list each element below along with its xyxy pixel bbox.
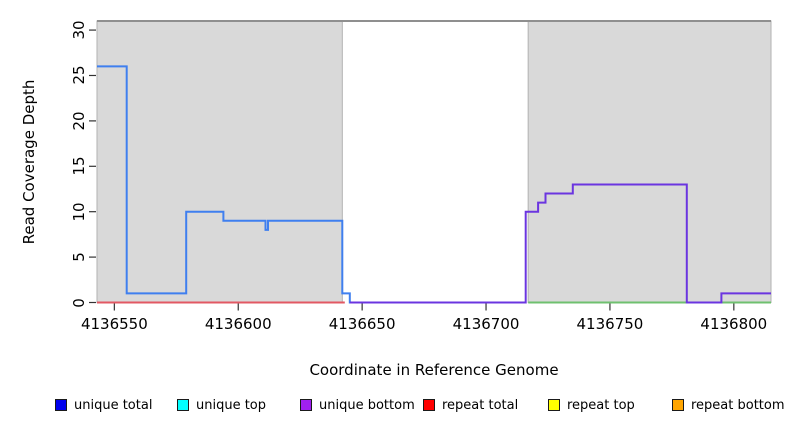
x-tick-label: 4136550 bbox=[80, 315, 148, 333]
y-tick-label: 5 bbox=[70, 252, 88, 262]
legend-item-repeat-top: repeat top bbox=[548, 397, 635, 413]
exon-shaded-region bbox=[527, 20, 772, 303]
x-tick-label: 4136800 bbox=[700, 315, 768, 333]
legend-swatch-icon bbox=[672, 399, 684, 411]
x-tick-label: 4136600 bbox=[204, 315, 272, 333]
y-axis-title: Read Coverage Depth bbox=[20, 79, 38, 245]
y-tick-label: 15 bbox=[70, 156, 88, 176]
legend-label: unique bottom bbox=[319, 397, 415, 413]
coverage-line-unique-bottom bbox=[349, 183, 771, 304]
legend-label: repeat top bbox=[567, 397, 635, 413]
y-tick-label: 30 bbox=[70, 20, 88, 40]
legend-item-unique-bottom: unique bottom bbox=[300, 397, 415, 413]
legend-label: unique top bbox=[196, 397, 267, 413]
y-tick-label: 0 bbox=[70, 297, 88, 308]
x-tick-label: 4136650 bbox=[328, 315, 396, 333]
exon-shaded-region bbox=[96, 20, 343, 303]
x-axis-title: Coordinate in Reference Genome bbox=[309, 361, 559, 379]
legend-swatch-icon bbox=[55, 399, 67, 411]
legend-item-repeat-bottom: repeat bottom bbox=[672, 397, 785, 413]
legend-swatch-icon bbox=[177, 399, 189, 411]
legend-label: repeat total bbox=[442, 397, 519, 413]
legend-item-unique-top: unique top bbox=[177, 397, 266, 413]
legend-swatch-icon bbox=[423, 399, 435, 411]
x-tick-label: 4136750 bbox=[576, 315, 644, 333]
legend-label: repeat bottom bbox=[691, 397, 785, 413]
legend-item-unique-total: unique total bbox=[55, 397, 152, 413]
legend-swatch-icon bbox=[548, 399, 560, 411]
y-tick-label: 10 bbox=[70, 202, 88, 222]
coverage-line-unique-total bbox=[97, 65, 526, 304]
x-tick-label: 4136700 bbox=[452, 315, 520, 333]
legend-item-repeat-total: repeat total bbox=[423, 397, 518, 413]
legend-swatch-icon bbox=[300, 399, 312, 411]
legend-label: unique total bbox=[74, 397, 153, 413]
y-tick-label: 20 bbox=[70, 111, 88, 131]
y-tick-label: 25 bbox=[70, 65, 88, 86]
